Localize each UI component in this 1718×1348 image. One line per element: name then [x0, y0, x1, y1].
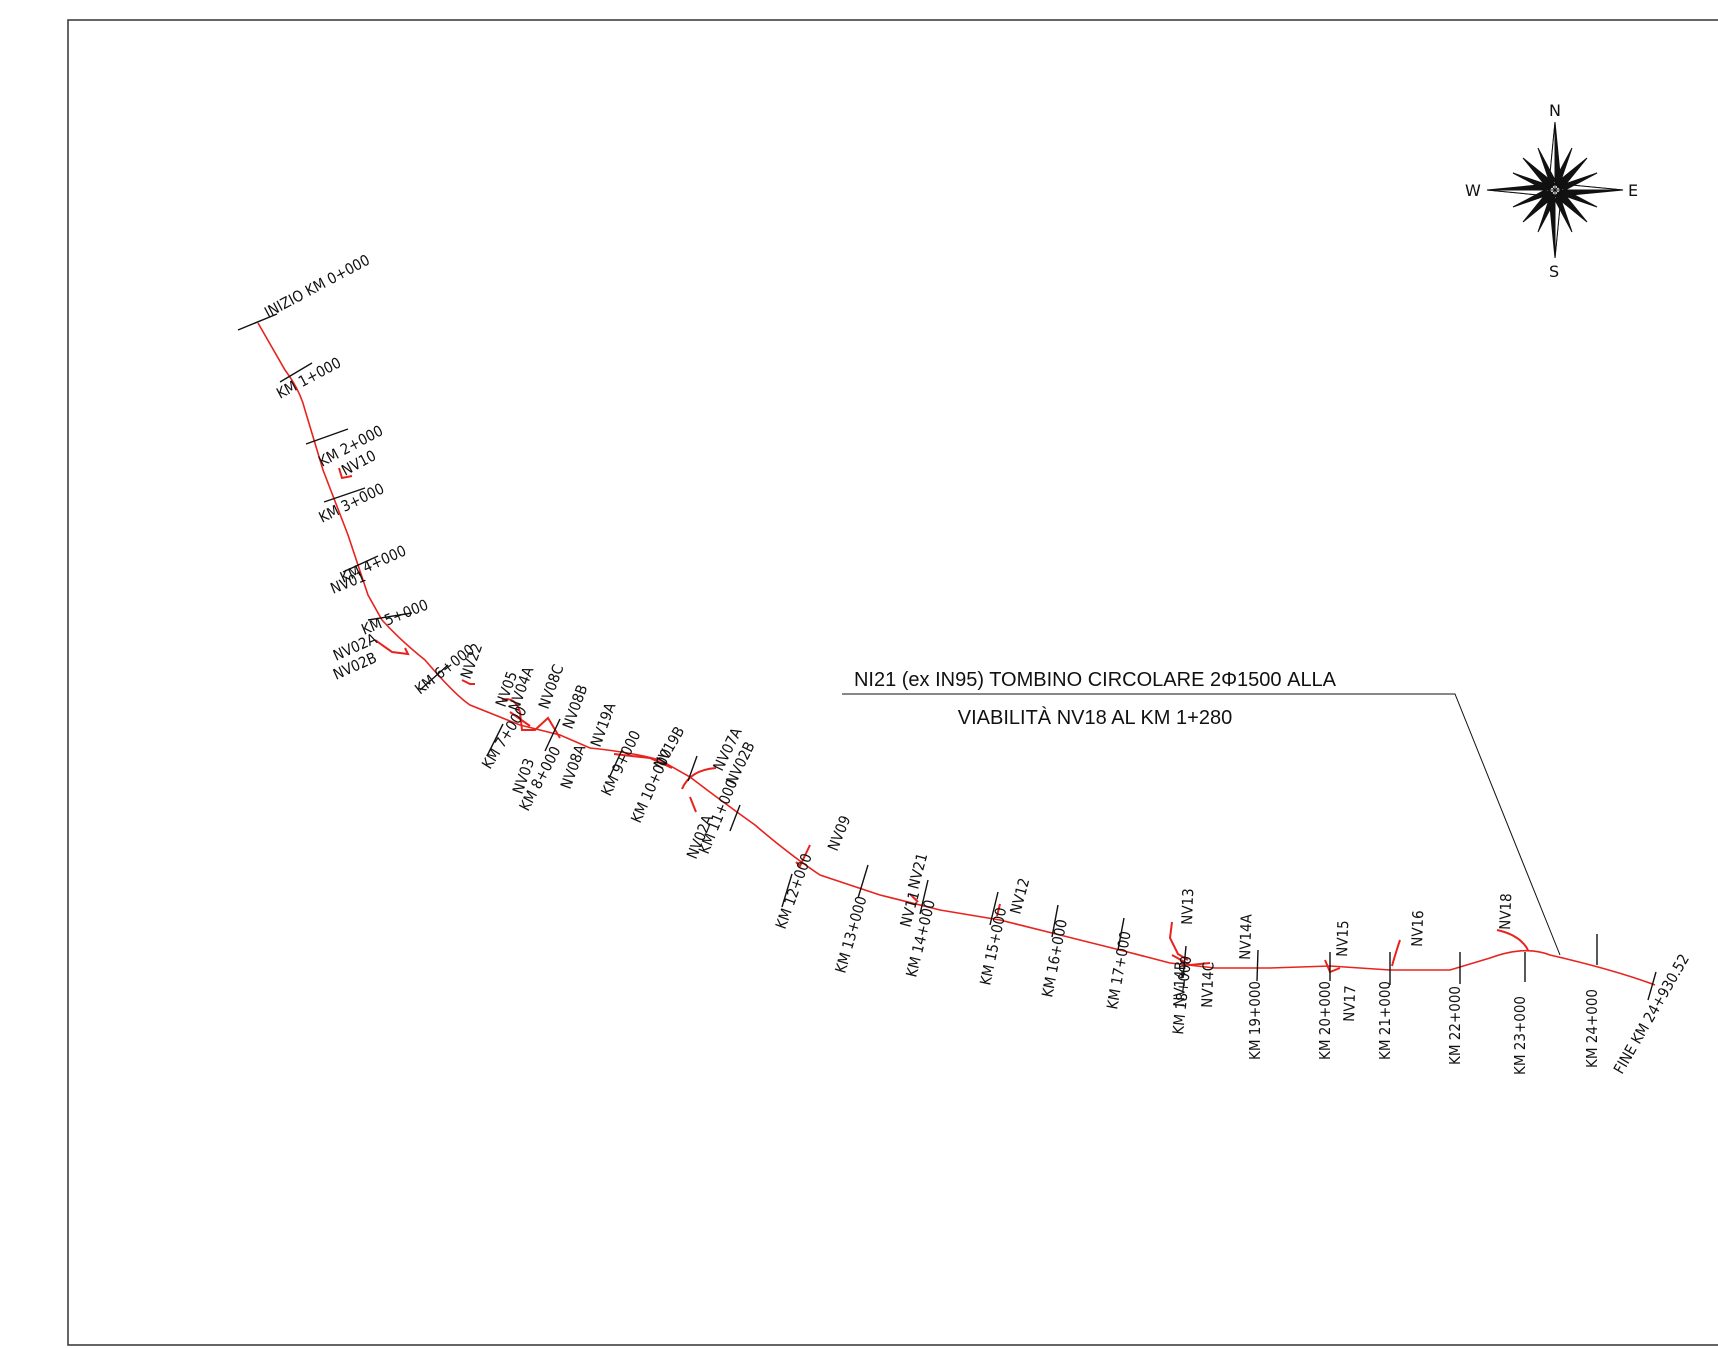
compass-north: N [1549, 101, 1561, 120]
station-tick-km-6-000 [419, 664, 449, 691]
station-tick-km-13-000 [857, 864, 869, 899]
station-label-km-24-000: KM 24+000 [1583, 989, 1601, 1068]
station-label-km-19-000: KM 19+000 [1246, 981, 1264, 1060]
road-nv18 [1496, 929, 1529, 951]
viabilita-label-nv14a-21: NV14A [1236, 913, 1256, 960]
compass-east: E [1628, 181, 1638, 200]
road-nv16 [1391, 939, 1401, 967]
viabilita-label-nv13-20: NV13 [1178, 888, 1197, 925]
road-nv02 [374, 639, 410, 656]
road-nv13 [1168, 921, 1189, 961]
station-tick-fine-km-24-930-52 [1647, 971, 1657, 1001]
viabilita-label-nv19a-9: NV19A [587, 700, 620, 750]
station-tick-km-4-000 [342, 555, 379, 573]
viabilita-label-nv08c-7: NV08C [535, 662, 568, 711]
station-tick-km-5-000 [367, 612, 413, 621]
station-label-km-13-000: KM 13+000 [832, 894, 871, 975]
road-nv05 [501, 698, 561, 739]
station-tick-km-11-000 [729, 804, 741, 832]
station-label-km-20-000: KM 20+000 [1316, 981, 1334, 1060]
station-tick-km-8-000 [544, 718, 561, 752]
road-nv12 [996, 903, 1001, 917]
viabilita-label-nv12-19: NV12 [1006, 876, 1033, 916]
callout-line-2: VIABILITÀ NV18 AL KM 1+280 [958, 706, 1232, 729]
station-label-km-15-000: KM 15+000 [976, 906, 1010, 987]
road-nv21 [909, 893, 919, 903]
station-tick-km-7-000 [486, 723, 504, 757]
station-label-km-17-000: KM 17+000 [1103, 930, 1134, 1011]
station-tick-km-15-000 [989, 891, 999, 926]
station-tick-km-12-000 [781, 873, 793, 908]
station-tick-km-17-000 [1117, 917, 1125, 951]
station-label-km-1-000: KM 1+000 [273, 354, 344, 403]
station-label-km-12-000: KM 12+000 [772, 851, 816, 931]
road-nv10 [338, 467, 353, 480]
station-tick-km-3-000 [323, 487, 366, 503]
road-nv04a [509, 711, 531, 727]
road-nv09 [795, 844, 811, 868]
station-label-km-21-000: KM 21+000 [1376, 981, 1394, 1060]
station-tick-inizio-km-0-000 [237, 313, 278, 331]
station-label-km-16-000: KM 16+000 [1038, 918, 1071, 999]
callout-line-1: NI21 (ex IN95) TOMBINO CIRCOLARE 2Φ1500 … [854, 669, 1337, 691]
viabilita-label-nv14c-23: NV14C [1198, 962, 1218, 1009]
viabilita-label-nv08a-14: NV08A [557, 742, 590, 792]
station-label-km-22-000: KM 22+000 [1446, 986, 1464, 1065]
road-nv02b-b [689, 796, 697, 813]
viabilita-label-nv01-1: NV01 [328, 567, 369, 597]
viabilita-label-nv15-24: NV15 [1333, 920, 1352, 957]
drawing-frame [67, 19, 1718, 1346]
compass-south: S [1549, 262, 1559, 281]
route-alignment [257, 322, 1656, 986]
viabilita-label-nv09-16: NV09 [824, 813, 854, 854]
viabilita-label-nv14b-22: NV14B [1170, 961, 1190, 1007]
station-label-km-3-000: KM 3+000 [316, 480, 387, 527]
station-label-fine-km-24-930-52: FINE KM 24+930.52 [1610, 951, 1693, 1077]
road-nv19 [613, 753, 673, 769]
viabilita-label-nv08b-8: NV08B [559, 682, 592, 731]
station-tick-km-2-000 [305, 428, 349, 445]
station-tick-km-18-000 [1182, 945, 1187, 979]
station-tick-km-10-000 [687, 755, 698, 782]
road-nv22 [461, 679, 475, 685]
station-tick-km-16-000 [1051, 904, 1059, 938]
viabilita-label-nv18-27: NV18 [1496, 893, 1515, 930]
secondary-roads [338, 467, 1529, 974]
compass-rose-icon: N S W E [1465, 101, 1638, 281]
viabilita-label-nv17-25: NV17 [1340, 985, 1359, 1022]
station-label-inizio-km-0-000: INIZIO KM 0+000 [261, 251, 372, 322]
viabilita-label-nv19b-10: NV19B [650, 723, 688, 772]
viabilita-label-nv16-26: NV16 [1408, 910, 1427, 947]
station-ticks [237, 313, 1657, 1001]
callout-leader [842, 693, 1561, 956]
station-tick-km-14-000 [919, 879, 929, 915]
station-tick-km-9-000 [609, 749, 623, 777]
station-tick-km-19-000 [1256, 949, 1259, 982]
station-tick-km-1-000 [279, 362, 313, 383]
road-nv14 [1171, 954, 1211, 967]
station-label-km-23-000: KM 23+000 [1511, 996, 1529, 1075]
compass-west: W [1465, 181, 1481, 200]
road-nv07 [681, 767, 717, 790]
